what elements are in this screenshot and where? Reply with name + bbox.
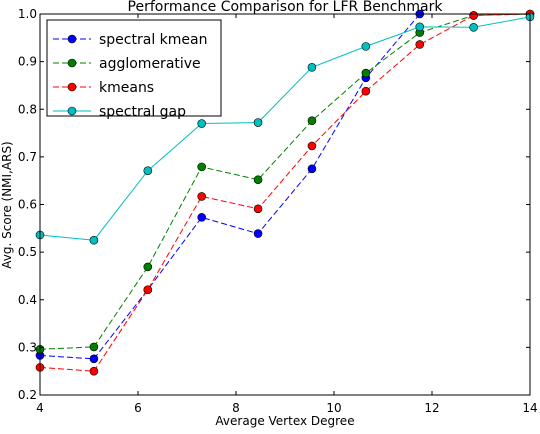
data-point-kmeans (415, 40, 425, 49)
legend-frame (46, 19, 222, 117)
data-point-kmeans (469, 11, 478, 20)
data-point-kmeans (307, 141, 317, 151)
series-line-agglomerative (40, 14, 530, 350)
x-tick-label: 6 (134, 401, 142, 415)
series-line-spectral-gap (40, 16, 530, 241)
legend-label-kmeans: kmeans (99, 80, 154, 96)
data-point-spectral-gap (415, 22, 425, 32)
y-tick-label: 0.2 (18, 388, 37, 402)
legend-marker-spectral-kmean (67, 34, 77, 44)
data-point-agglomerative (307, 116, 317, 125)
data-point-spectral-kmean (253, 229, 263, 238)
data-point-kmeans (143, 285, 153, 295)
data-point-kmeans (361, 86, 371, 96)
legend-marker-kmeans (67, 82, 77, 92)
y-tick-label: 0.8 (18, 102, 37, 116)
data-point-spectral-kmean (197, 213, 206, 222)
data-point-agglomerative (253, 175, 263, 185)
series-line-kmeans (40, 14, 530, 372)
data-point-kmeans (197, 192, 206, 201)
x-tick-label: 12 (424, 401, 439, 415)
data-point-kmeans (89, 366, 99, 376)
data-point-spectral-gap (89, 235, 99, 245)
x-tick-label: 4 (36, 401, 44, 415)
y-tick-label: 0.7 (18, 150, 37, 164)
data-point-spectral-kmean (89, 354, 99, 364)
data-point-spectral-gap (307, 63, 317, 72)
x-axis-label: Average Vertex Degree (215, 414, 354, 428)
legend-label-spectral-gap: spectral gap (99, 104, 186, 120)
y-tick-label: 0.5 (18, 245, 37, 259)
y-axis-label: Avg. Score (NMI,ARS) (0, 141, 14, 269)
series-line-spectral-kmean (40, 14, 421, 360)
data-point-spectral-gap (469, 23, 478, 32)
chart-title: Performance Comparison for LFR Benchmark (128, 0, 444, 15)
data-point-agglomerative (361, 68, 371, 78)
series-layer (40, 14, 530, 372)
legend-label-spectral-kmean: spectral kmean (99, 32, 207, 48)
data-point-agglomerative (197, 162, 206, 172)
data-point-agglomerative (143, 262, 153, 272)
y-tick-label: 1.0 (18, 7, 37, 21)
marker-layer (35, 9, 535, 376)
legend-marker-spectral-gap (67, 106, 77, 116)
data-point-spectral-gap (361, 42, 371, 51)
data-point-spectral-kmean (307, 164, 317, 174)
y-tick-label: 0.3 (18, 340, 37, 354)
data-point-spectral-gap (253, 118, 263, 127)
x-tick-label: 10 (326, 401, 341, 415)
data-point-kmeans (253, 204, 263, 214)
data-point-agglomerative (89, 342, 99, 352)
legend-marker-agglomerative (67, 58, 77, 68)
y-tick-label: 0.4 (18, 293, 37, 307)
legend-label-agglomerative: agglomerative (99, 56, 201, 72)
legend: spectral kmean agglomerative kmeans spectra… (46, 19, 222, 120)
data-point-spectral-gap (197, 119, 206, 128)
tick-layer: 4 6 8 10 12 14 0.2 0.3 0.4 0.5 0.6 0.7 0.8 0.9 1.0 (18, 7, 538, 415)
y-tick-label: 0.6 (18, 198, 37, 212)
x-tick-label: 14 (522, 401, 537, 415)
data-point-spectral-gap (143, 166, 153, 175)
x-tick-label: 8 (232, 401, 240, 415)
y-tick-label: 0.9 (18, 55, 37, 69)
